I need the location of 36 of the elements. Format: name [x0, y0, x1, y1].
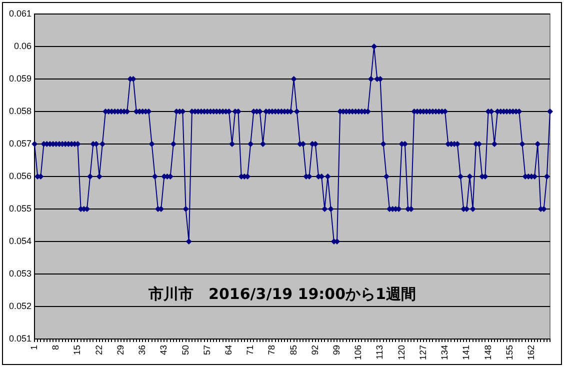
- x-tick-label: 99: [332, 344, 342, 355]
- x-tick-label: 43: [158, 344, 169, 355]
- y-tick-label: 0.059: [8, 73, 32, 84]
- x-tick-label: 113: [374, 344, 385, 360]
- y-tick-label: 0.053: [8, 268, 32, 278]
- x-tick-label: 29: [115, 344, 126, 355]
- y-tick-label: 0.058: [8, 106, 32, 116]
- y-tick-label: 0.057: [8, 138, 32, 148]
- y-tick-label: 0.051: [8, 333, 32, 344]
- y-tick-label: 0.054: [8, 236, 32, 246]
- x-tick-label: 8: [50, 344, 61, 350]
- annotation: 市川市 2016/3/19 19:00から1週間: [148, 285, 416, 303]
- y-tick-label: 0.052: [8, 300, 32, 311]
- y-tick-label: 0.061: [8, 8, 32, 18]
- x-tick-label: 50: [180, 344, 190, 355]
- x-tick-label: 15: [72, 344, 82, 355]
- x-tick-label: 64: [223, 344, 234, 355]
- y-tick-label: 0.055: [8, 203, 32, 214]
- x-tick-label: 127: [418, 344, 428, 360]
- y-tick-label: 0.056: [8, 170, 32, 181]
- x-tick-label: 141: [461, 344, 472, 360]
- x-tick-label: 85: [288, 344, 298, 355]
- x-tick-label: 155: [504, 344, 514, 360]
- x-tick-label: 106: [353, 344, 364, 360]
- x-tick-label: 162: [526, 344, 536, 360]
- x-tick-label: 36: [137, 344, 148, 355]
- x-tick-label: 1: [29, 344, 40, 350]
- x-tick-label: 22: [94, 344, 104, 355]
- x-tick-label: 148: [482, 344, 493, 360]
- x-tick-label: 78: [266, 344, 277, 355]
- x-tick-label: 134: [440, 344, 450, 360]
- x-tick-label: 57: [202, 344, 212, 355]
- y-tick-label: 0.06: [14, 40, 32, 51]
- x-tick-label: 120: [396, 344, 406, 360]
- x-tick-label: 92: [310, 344, 320, 355]
- x-tick-label: 71: [245, 344, 256, 355]
